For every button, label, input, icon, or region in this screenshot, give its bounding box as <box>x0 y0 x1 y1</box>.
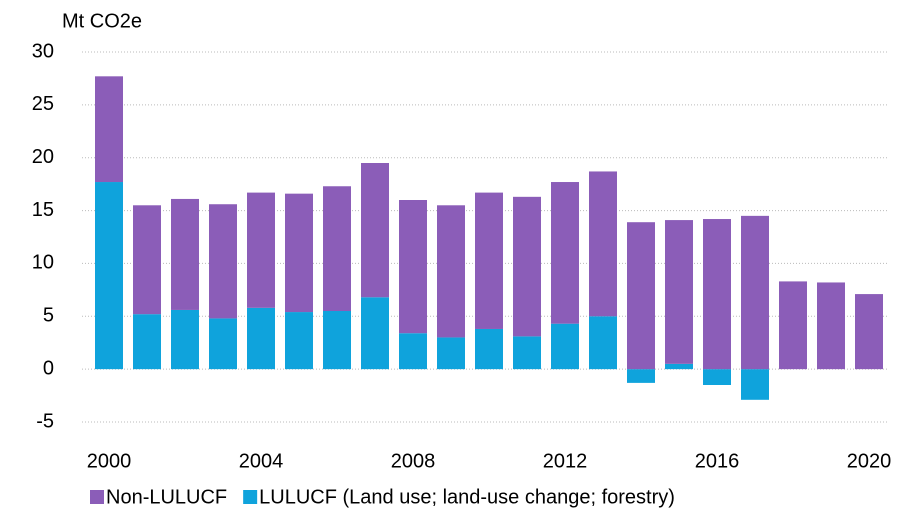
y-tick-label: 30 <box>32 40 54 62</box>
x-tick-label: 2020 <box>847 450 892 472</box>
bar-segment <box>627 369 655 383</box>
bar-segment <box>361 163 389 298</box>
bar-segment <box>703 369 731 385</box>
x-tick-label: 2016 <box>695 450 740 472</box>
bar-segment <box>665 220 693 364</box>
x-tick-label: 2008 <box>391 450 436 472</box>
bar-segment <box>437 205 465 338</box>
bar-segment <box>779 281 807 370</box>
bar-segment <box>171 309 199 370</box>
y-tick-label: 10 <box>32 252 54 274</box>
bar-segment <box>589 316 617 370</box>
y-tick-label: 0 <box>43 357 54 379</box>
bar-segment <box>399 333 427 370</box>
bar-segment <box>361 297 389 370</box>
legend-label: Non-LULUCF <box>106 486 227 508</box>
bar-segment <box>95 182 123 370</box>
legend-label: LULUCF (Land use; land-use change; fores… <box>259 486 675 508</box>
bar-segment <box>475 192 503 329</box>
bar-segment <box>247 307 275 370</box>
y-tick-label: 25 <box>32 93 54 115</box>
bar-segment <box>513 336 541 370</box>
x-tick-label: 2004 <box>239 450 284 472</box>
bar-segment <box>703 219 731 370</box>
y-axis-label: Mt CO2e <box>62 10 142 32</box>
bar-segment <box>133 205 161 315</box>
bar-segment <box>589 171 617 317</box>
bar-segment <box>209 204 237 319</box>
x-tick-label: 2000 <box>87 450 132 472</box>
bar-segment <box>551 323 579 370</box>
bar-segment <box>171 198 199 310</box>
bar-segment <box>551 182 579 324</box>
bar-segment <box>285 312 313 370</box>
y-tick-label: -5 <box>36 410 54 432</box>
bar-segment <box>323 311 351 370</box>
bar-segment <box>741 369 769 400</box>
y-tick-label: 20 <box>32 146 54 168</box>
bar-segment <box>209 318 237 370</box>
bar-segment <box>247 192 275 308</box>
bar-segment <box>475 328 503 370</box>
bar-segment <box>133 314 161 370</box>
bar-segment <box>741 215 769 370</box>
x-tick-label: 2012 <box>543 450 588 472</box>
y-tick-label: 15 <box>32 199 54 221</box>
bar-segment <box>855 294 883 370</box>
legend-swatch <box>243 490 258 504</box>
bar-segment <box>513 196 541 337</box>
bar-segment <box>95 76 123 183</box>
bar-segment <box>817 282 845 370</box>
bar-segment <box>323 186 351 311</box>
legend-swatch <box>90 490 104 504</box>
bar-segment <box>627 222 655 370</box>
bar-segment <box>285 193 313 313</box>
bar-segment <box>437 337 465 370</box>
bar-segment <box>665 363 693 370</box>
y-tick-label: 5 <box>43 305 54 327</box>
bar-segment <box>399 200 427 334</box>
